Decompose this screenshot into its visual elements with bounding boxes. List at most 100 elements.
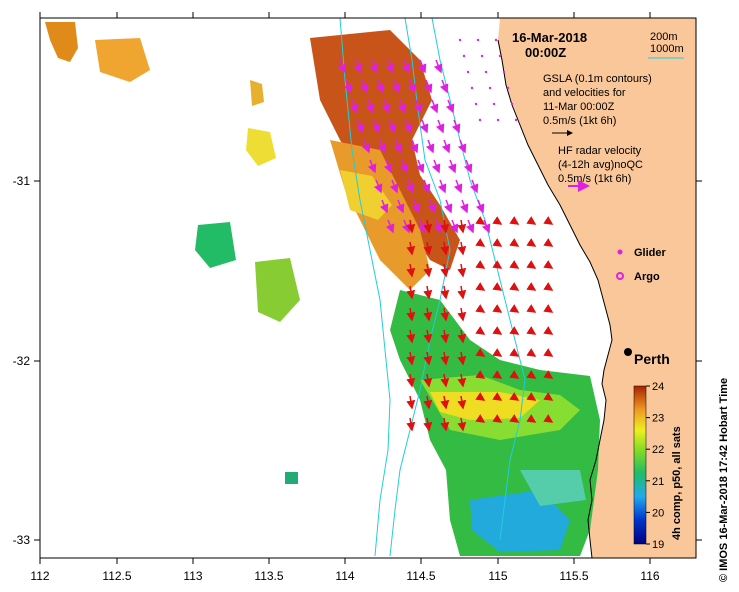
- gsla-vector: [407, 79, 417, 94]
- hf-vector: [543, 304, 554, 313]
- hf-vector: [509, 282, 520, 291]
- gsla-vector: [361, 139, 371, 154]
- hf-legend-line1: HF radar velocity: [558, 145, 642, 157]
- gsla-vector: [463, 159, 473, 174]
- hf-vector: [440, 241, 450, 256]
- hf-vector: [440, 263, 450, 278]
- gsla-vector: [375, 79, 385, 94]
- gsla-vector: [457, 139, 467, 154]
- gsla-vector: [353, 59, 363, 74]
- hf-vector: [543, 392, 554, 401]
- hf-vector: [475, 414, 486, 423]
- gsla-dot: [478, 118, 482, 122]
- gsla-dot: [470, 86, 474, 90]
- gsla-vector: [385, 59, 395, 74]
- time-label: 00:00Z: [525, 45, 566, 60]
- gsla-dot: [506, 86, 510, 90]
- hf-vector: [509, 370, 520, 379]
- gsla-dot: [476, 38, 480, 42]
- contour-1000-label: 1000m: [650, 43, 684, 55]
- hf-vector: [475, 216, 486, 225]
- hf-vector: [406, 307, 416, 322]
- gsla-legend-scale: 0.5m/s (1kt 6h): [543, 115, 616, 127]
- gsla-dot: [494, 38, 498, 42]
- hf-vector: [423, 263, 433, 278]
- x-tick-label: 113: [183, 569, 202, 583]
- hf-vector: [526, 326, 537, 335]
- x-tick-label: 115: [488, 569, 507, 583]
- land-mass: [498, 18, 696, 558]
- hf-vector: [440, 219, 450, 234]
- y-tick-label: -32: [13, 354, 31, 368]
- hf-vector: [440, 351, 450, 366]
- hf-vector: [492, 216, 503, 225]
- gsla-dot: [484, 70, 488, 74]
- gsla-vector: [449, 219, 459, 234]
- gsla-dot: [498, 54, 502, 58]
- x-tick-label: 113.5: [254, 569, 283, 583]
- gsla-vector: [373, 179, 383, 194]
- hf-vector: [543, 414, 554, 423]
- gsla-vector: [365, 99, 375, 114]
- hf-vector: [423, 417, 433, 432]
- gsla-vector: [393, 139, 403, 154]
- hf-vector: [457, 307, 467, 322]
- gsla-dot: [492, 102, 496, 106]
- gsla-vector: [443, 199, 453, 214]
- gsla-vector: [451, 119, 461, 134]
- x-tick-label: 112: [30, 569, 49, 583]
- colorbar-tick-label: 19: [652, 539, 664, 551]
- gsla-vector: [435, 119, 445, 134]
- gsla-vector: [381, 99, 391, 114]
- gsla-vector: [369, 59, 379, 74]
- hf-vector: [457, 417, 467, 432]
- hf-vector: [440, 373, 450, 388]
- gsla-vector: [409, 139, 419, 154]
- gsla-vector: [475, 199, 485, 214]
- hf-vector: [475, 348, 486, 357]
- gsla-vector: [459, 199, 469, 214]
- hf-vector: [543, 260, 554, 269]
- gsla-dot: [488, 86, 492, 90]
- hf-vector: [526, 260, 537, 269]
- hf-vector: [423, 285, 433, 300]
- gsla-dot: [514, 118, 518, 122]
- hf-vector: [457, 263, 467, 278]
- hf-vector: [423, 307, 433, 322]
- hf-vector: [457, 351, 467, 366]
- hf-vector: [457, 241, 467, 256]
- colorbar-tick-label: 24: [652, 381, 664, 393]
- hf-vector: [526, 392, 537, 401]
- date-label: 16-Mar-2018: [512, 30, 587, 45]
- gsla-vector: [427, 199, 437, 214]
- hf-vector: [492, 370, 503, 379]
- colorbar-tick-label: 21: [652, 476, 664, 488]
- hf-vector: [509, 392, 520, 401]
- hf-vector: [406, 373, 416, 388]
- gsla-vector: [453, 179, 463, 194]
- hf-vector: [457, 285, 467, 300]
- gsla-dot: [510, 102, 514, 106]
- hf-vector: [526, 238, 537, 247]
- hf-vector: [423, 395, 433, 410]
- coastline: [497, 39, 613, 558]
- hf-vector: [475, 392, 486, 401]
- hf-vector: [543, 370, 554, 379]
- hf-vector: [475, 326, 486, 335]
- hf-vector: [509, 348, 520, 357]
- gsla-vector: [469, 179, 479, 194]
- gsla-vector: [413, 99, 423, 114]
- hf-vector: [543, 326, 554, 335]
- gsla-vector: [429, 99, 439, 114]
- gsla-vector: [441, 139, 451, 154]
- gsla-vector: [385, 219, 395, 234]
- hf-vector: [475, 304, 486, 313]
- sst-field: [45, 22, 600, 556]
- hf-vector: [440, 395, 450, 410]
- gsla-legend-line3: 11-Mar 00:00Z: [543, 101, 615, 113]
- gsla-vector: [343, 79, 353, 94]
- glider-label: Glider: [634, 247, 667, 259]
- hf-vector: [543, 216, 554, 225]
- hf-vector: [440, 417, 450, 432]
- hf-vector: [406, 351, 416, 366]
